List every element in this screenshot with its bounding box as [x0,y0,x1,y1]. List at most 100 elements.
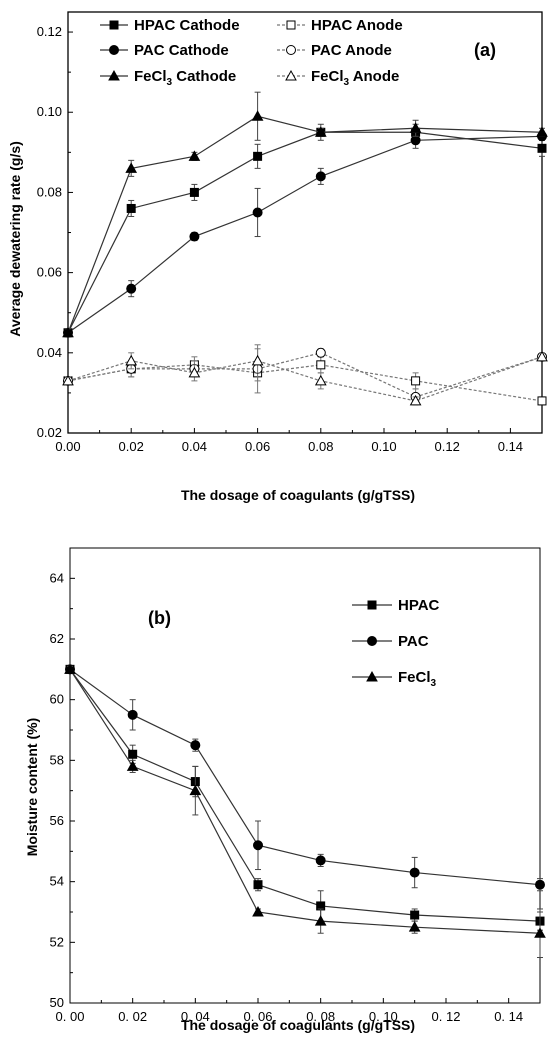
data-point [316,360,326,370]
y-tick-label-b: 52 [50,934,64,949]
legend-label: PAC Cathode [134,42,229,59]
x-tick-label-b: 0. 14 [494,1009,523,1024]
data-point [315,171,326,182]
y-tick-label-b: 56 [50,813,64,828]
series-line [67,131,543,334]
x-tick-label-a: 0.06 [245,439,270,454]
data-point [411,376,421,386]
data-point [128,749,138,759]
x-tick-label-b: 0. 06 [244,1009,273,1024]
series-line [67,115,543,333]
legend-item-b-1: PAC [352,633,429,650]
series-line [69,668,541,922]
x-tick-label-b: 0. 10 [369,1009,398,1024]
x-axis-label-a: The dosage of coagulants (g/gTSS) [181,487,415,503]
plot-frame-b [69,547,541,1004]
data-point [125,162,138,173]
legend-item-a-4: PAC Anode [277,42,392,59]
data-point [537,143,547,153]
legend-swatch-marker [367,636,377,646]
series-line [67,135,543,334]
data-point [251,110,264,121]
data-point [125,354,138,366]
series-line [67,364,543,402]
y-tick-label-b: 62 [50,631,64,646]
y-axis-label-a: Average dewatering rate (g/s) [7,141,23,337]
series-a-0 [63,123,547,338]
data-point [253,151,263,161]
legend-swatch-marker [286,20,296,30]
legend-label: HPAC Anode [311,17,403,34]
x-tick-label-a: 0.02 [119,439,144,454]
data-point [189,231,200,242]
y-tick-label-a: 0.04 [37,345,62,360]
x-tick-label-b: 0. 08 [306,1009,335,1024]
legend-swatch-marker [109,20,119,30]
data-point [252,905,264,917]
data-point [253,880,263,890]
y-tick-label-a: 0.02 [37,425,62,440]
x-tick-label-a: 0.00 [55,439,80,454]
data-point [127,709,138,720]
plot-frame-a [67,11,543,434]
y-tick-label-b: 58 [50,752,64,767]
data-point [190,740,201,751]
data-point [409,394,422,406]
data-point [189,784,202,796]
x-tick-label-a: 0.04 [182,439,207,454]
data-point [315,347,326,358]
data-point [253,840,263,851]
y-tick-label-b: 54 [50,874,64,889]
panel-label-b: (b) [148,608,171,628]
y-tick-label-b: 50 [50,995,64,1010]
data-point [409,867,420,878]
series-line [69,669,541,934]
legend-swatch-marker [109,45,119,55]
data-point [126,760,139,771]
x-tick-label-a: 0.10 [371,439,396,454]
series-a-4 [63,344,547,406]
panel-label-a: (a) [474,40,496,60]
legend-label: PAC [398,633,429,650]
chart-panel-a: (a) The dosage of coagulants (g/gTSS) Av… [7,11,548,503]
legend-label: FeCl3 [398,669,437,689]
data-point [410,135,421,146]
series-a-5 [62,348,548,406]
x-tick-label-a: 0.14 [498,439,523,454]
data-point [64,663,76,674]
data-point [536,350,548,362]
series-line [69,668,541,886]
x-tick-label-b: 0. 12 [432,1009,461,1024]
x-tick-label-a: 0.12 [435,439,460,454]
data-point [188,150,201,161]
legend-item-a-5: FeCl3 Anode [277,68,399,88]
data-point [188,366,201,378]
data-point [314,374,327,386]
series-b-1 [65,664,545,892]
data-point [251,354,264,366]
legend-label: HPAC Cathode [134,17,240,34]
legend-swatch-marker [286,45,296,55]
legend-label: FeCl3 Cathode [134,68,236,88]
x-axis-label-b: The dosage of coagulants (g/gTSS) [181,1017,415,1033]
legend-label: PAC Anode [311,42,392,59]
series-line [67,356,543,402]
legend-label: HPAC [398,597,440,614]
data-point [314,126,327,137]
data-point [189,187,199,197]
data-point [126,203,136,213]
x-tick-label-b: 0. 04 [181,1009,210,1024]
legend-item-b-0: HPAC [352,597,440,614]
legend-item-a-0: HPAC Cathode [100,17,240,34]
data-point [409,122,422,133]
legend-swatch-marker [285,69,297,81]
series-a-2 [62,91,548,338]
legend-item-a-2: FeCl3 Cathode [100,68,236,88]
legend-swatch-marker [367,600,377,610]
y-tick-label-a: 0.10 [37,104,62,119]
legend-label: FeCl3 Anode [311,68,399,88]
y-axis-label-b: Moisture content (%) [24,718,40,856]
legend-item-a-3: HPAC Anode [277,17,403,34]
data-point [410,910,420,920]
